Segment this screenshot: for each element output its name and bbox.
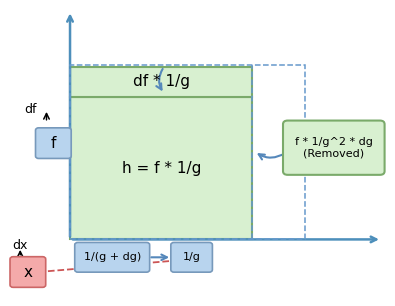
FancyBboxPatch shape	[36, 128, 71, 159]
FancyBboxPatch shape	[75, 242, 150, 272]
Text: h = f * 1/g: h = f * 1/g	[122, 161, 201, 176]
FancyBboxPatch shape	[171, 242, 213, 272]
Text: f * 1/g^2 * dg
(Removed): f * 1/g^2 * dg (Removed)	[295, 137, 373, 159]
Text: df: df	[24, 103, 37, 116]
Text: dx: dx	[13, 239, 28, 252]
Text: x: x	[23, 264, 32, 279]
FancyBboxPatch shape	[70, 67, 252, 97]
FancyBboxPatch shape	[70, 97, 252, 239]
Text: f: f	[51, 136, 56, 151]
Text: 1/(g + dg): 1/(g + dg)	[84, 252, 141, 262]
Text: df * 1/g: df * 1/g	[133, 74, 190, 89]
FancyBboxPatch shape	[10, 257, 46, 287]
FancyBboxPatch shape	[283, 121, 385, 175]
Text: 1/g: 1/g	[182, 252, 201, 262]
